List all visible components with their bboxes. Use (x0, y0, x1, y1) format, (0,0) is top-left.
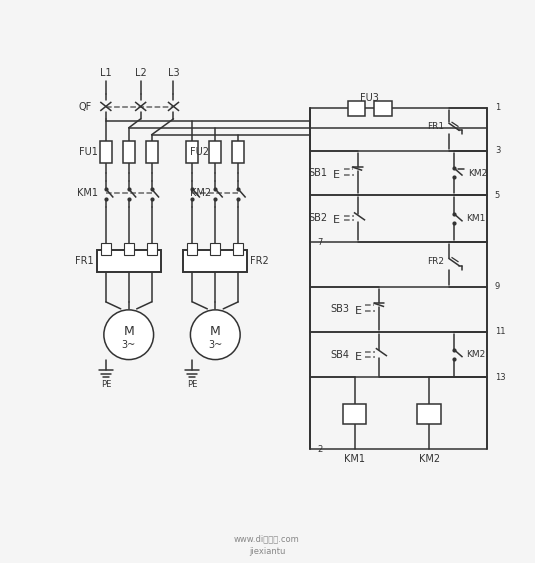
Text: FU1: FU1 (79, 147, 98, 157)
Text: FR2: FR2 (250, 256, 269, 266)
Text: KM2: KM2 (418, 454, 440, 464)
Text: M: M (124, 325, 134, 338)
Text: SB1: SB1 (309, 168, 327, 177)
Text: PE: PE (187, 380, 197, 389)
Text: 5: 5 (495, 191, 500, 200)
Text: KM1: KM1 (77, 189, 98, 199)
Bar (209, 141, 221, 163)
Text: 2: 2 (318, 445, 323, 454)
Bar (147, 243, 157, 255)
Bar (233, 243, 243, 255)
Text: FR2: FR2 (427, 257, 444, 266)
Text: SB3: SB3 (331, 304, 349, 314)
Text: 13: 13 (495, 373, 506, 382)
Bar (101, 243, 111, 255)
Text: SB2: SB2 (309, 213, 327, 224)
Bar (146, 141, 158, 163)
Text: jiexiantu: jiexiantu (249, 547, 285, 556)
Text: E: E (355, 352, 362, 361)
Text: E: E (333, 215, 340, 225)
Text: FU3: FU3 (360, 93, 379, 103)
Text: 3~: 3~ (121, 339, 136, 350)
Text: KM1: KM1 (344, 454, 365, 464)
Text: FR1: FR1 (427, 122, 444, 131)
Text: L3: L3 (167, 68, 179, 78)
Bar (348, 101, 365, 116)
Text: KM2: KM2 (190, 189, 211, 199)
Bar (187, 243, 197, 255)
Text: KM1: KM1 (466, 215, 485, 224)
Circle shape (190, 310, 240, 360)
Bar (232, 141, 244, 163)
Text: E: E (333, 169, 340, 180)
Bar (124, 243, 134, 255)
Text: FR1: FR1 (75, 256, 94, 266)
Bar (210, 243, 220, 255)
Bar (186, 141, 198, 163)
Text: SB4: SB4 (331, 350, 349, 360)
Bar (97, 250, 160, 272)
Text: 3: 3 (495, 146, 500, 155)
Text: QF: QF (79, 102, 92, 112)
Circle shape (104, 310, 154, 360)
Text: 7: 7 (318, 238, 323, 247)
Text: 3~: 3~ (208, 339, 223, 350)
Bar (374, 101, 392, 116)
Text: PE: PE (101, 380, 111, 389)
Bar (184, 250, 247, 272)
Text: 11: 11 (495, 327, 506, 336)
Text: www.di接线图.com: www.di接线图.com (234, 534, 300, 543)
Text: L1: L1 (100, 68, 112, 78)
Bar (417, 404, 441, 425)
Text: 9: 9 (495, 283, 500, 292)
Text: M: M (210, 325, 220, 338)
Text: FU2: FU2 (190, 147, 209, 157)
Text: KM2: KM2 (468, 168, 487, 177)
Bar (123, 141, 135, 163)
Text: 1: 1 (495, 104, 500, 113)
Bar (342, 404, 366, 425)
Text: L2: L2 (135, 68, 147, 78)
Text: KM2: KM2 (466, 350, 485, 359)
Text: E: E (355, 306, 362, 316)
Bar (100, 141, 112, 163)
